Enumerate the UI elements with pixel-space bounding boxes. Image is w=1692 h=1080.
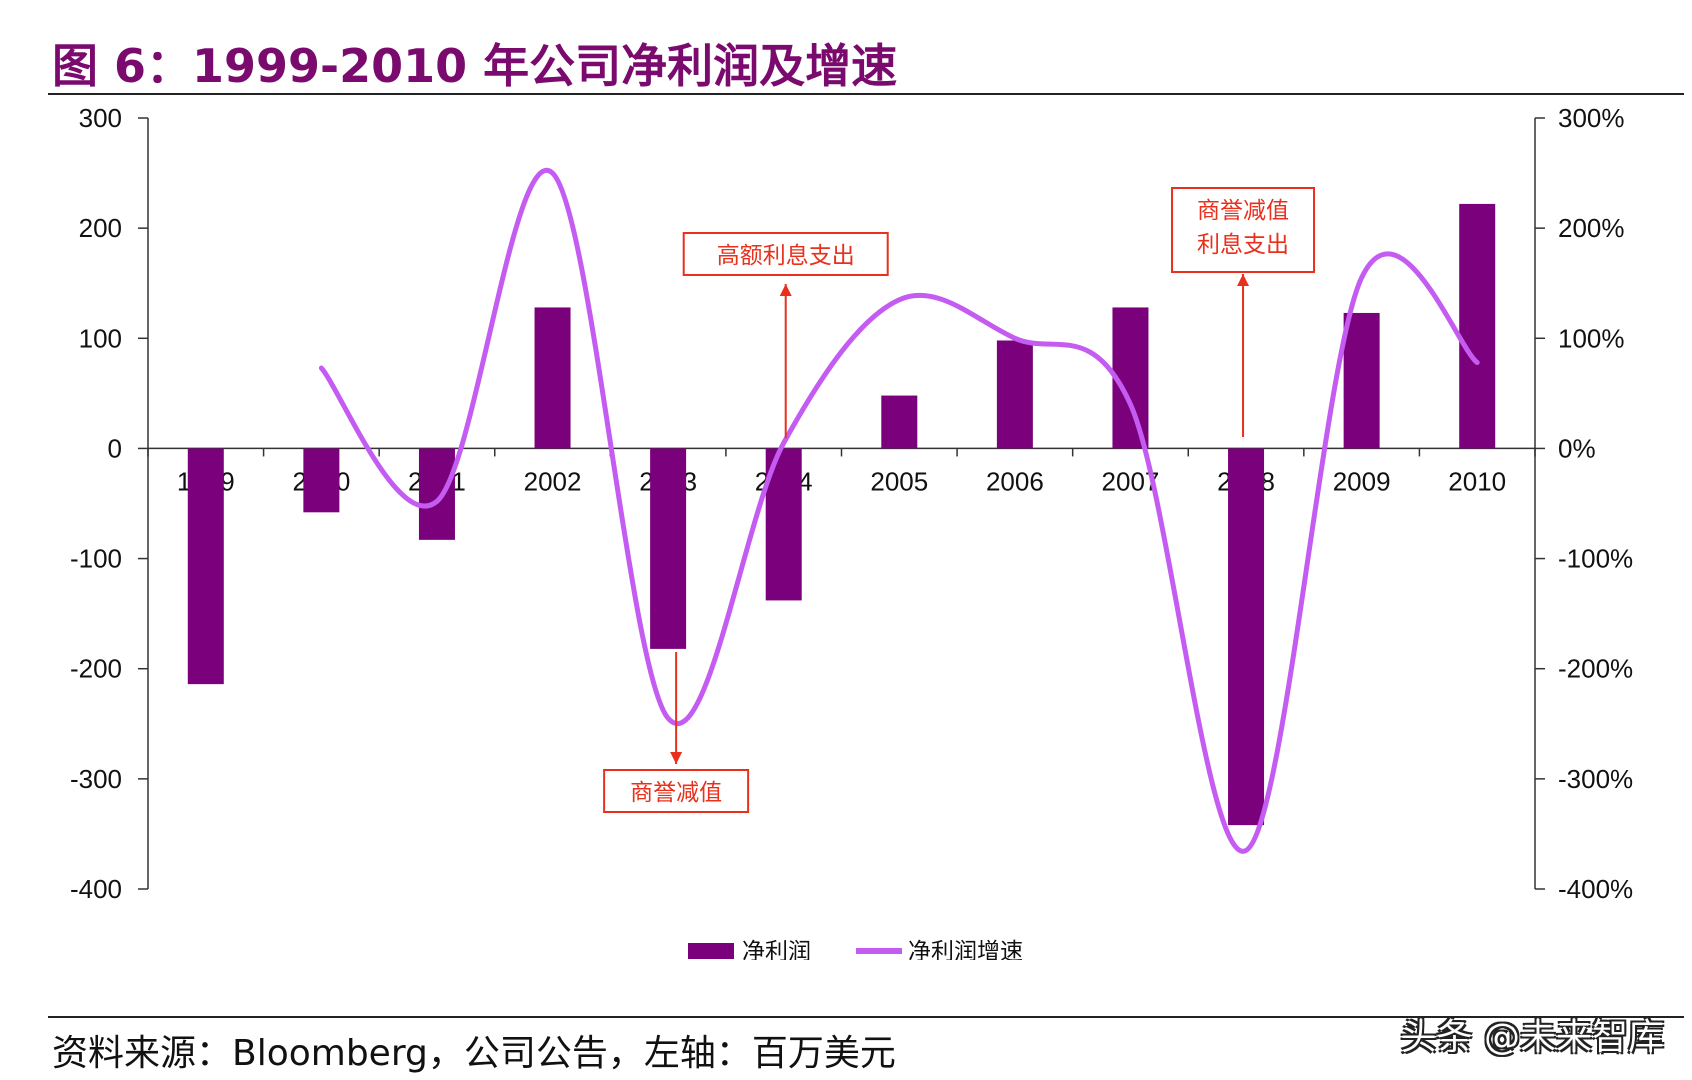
x-tick-label: 2002: [524, 466, 582, 496]
chart: 300 200 100 0 -100 -200 -300 -400 300% 200% 100% 0…: [70, 103, 1633, 960]
title-rule: [48, 93, 1684, 95]
chart-title: 图 6：1999-2010 年公司净利润及增速: [52, 39, 898, 93]
footer-rule: [48, 1016, 1684, 1018]
x-tick-label: 2006: [986, 466, 1044, 496]
bar-2000: [303, 448, 340, 513]
bar-2005: [881, 395, 918, 449]
bar-2002: [534, 307, 571, 449]
bar-1999: [187, 448, 224, 685]
annotation-a2004: 高额利息支出: [682, 232, 889, 438]
right-tick-label: -300%: [1558, 764, 1633, 794]
bar-2008: [1228, 448, 1265, 826]
annotation-arrow-head: [779, 284, 792, 296]
x-tick-label: 2009: [1333, 466, 1391, 496]
source-note: 资料来源：Bloomberg，公司公告，左轴：百万美元: [52, 1033, 896, 1074]
growth-line: [318, 167, 1480, 854]
annotation-box: [682, 232, 889, 276]
annotation-text: 商誉减值: [630, 780, 722, 806]
right-tick-label: 0%: [1558, 433, 1596, 463]
bar-2006: [996, 340, 1033, 449]
line-series: [318, 167, 1480, 854]
watermark: 头条 @未来智库: [1400, 1017, 1664, 1058]
x-tick-label: 2005: [870, 466, 928, 496]
left-tick-label: 100: [79, 323, 122, 353]
annotation-arrow-head: [670, 752, 683, 764]
annotation-box: [1171, 187, 1316, 273]
left-tick-label: 0: [108, 433, 122, 463]
annotation-text: 高额利息支出: [717, 243, 855, 269]
x-tick-label: 2010: [1448, 466, 1506, 496]
right-tick-label: -400%: [1558, 874, 1633, 904]
legend-swatch-net-profit: [688, 943, 734, 959]
bar-2010: [1459, 203, 1496, 449]
x-axis: 1999200020012002200320042005200620072008…: [147, 447, 1536, 496]
bar-series: [187, 203, 1496, 826]
annotation-a2003: 商誉减值: [603, 652, 750, 813]
left-tick-label: -400: [70, 874, 122, 904]
left-tick-label: 300: [79, 103, 122, 133]
bar-2009: [1343, 312, 1380, 449]
legend-label-net-profit: 净利润: [742, 939, 811, 960]
right-tick-label: -100%: [1558, 544, 1633, 574]
right-tick-label: 100%: [1558, 323, 1625, 353]
left-tick-label: -200: [70, 654, 122, 684]
annotation-arrow-head: [1237, 274, 1250, 286]
annotation-text: 商誉减值: [1197, 198, 1289, 224]
annotation-text: 利息支出: [1197, 232, 1289, 258]
right-tick-label: 300%: [1558, 103, 1625, 133]
legend: 净利润 净利润增速: [688, 939, 1023, 960]
bar-2003: [650, 448, 687, 649]
bar-2001: [418, 448, 455, 540]
annotation-box: [603, 769, 750, 813]
left-axis: 300 200 100 0 -100 -200 -300 -400: [70, 103, 149, 904]
right-axis: 300% 200% 100% 0% -100% -200% -300% -400%: [1534, 103, 1633, 904]
left-tick-label: -300: [70, 764, 122, 794]
left-tick-label: 200: [79, 213, 122, 243]
right-tick-label: 200%: [1558, 213, 1625, 243]
legend-label-growth: 净利润增速: [908, 939, 1023, 960]
left-tick-label: -100: [70, 544, 122, 574]
right-tick-label: -200%: [1558, 654, 1633, 684]
